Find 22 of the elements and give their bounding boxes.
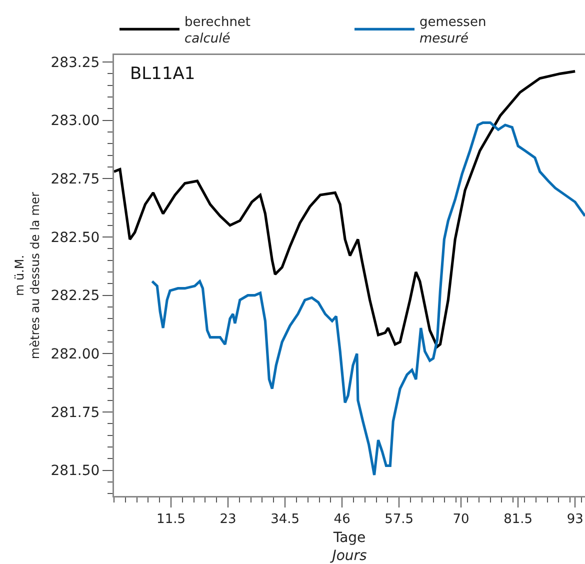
y-tick-label: 283.25 (50, 54, 100, 71)
annotation: BL11A1 (130, 64, 196, 84)
y-tick-label: 282.50 (50, 230, 100, 246)
y-tick-label: 281.75 (50, 404, 100, 421)
x-tick-label: 70 (452, 512, 470, 528)
x-tick-label: 46 (334, 512, 350, 528)
y-tick-label: 282.00 (50, 346, 100, 363)
x-tick-label: 93 (566, 512, 584, 528)
x-axis-title: Tage Jours (329, 530, 367, 564)
y-tick-label: 282.75 (50, 172, 100, 188)
y-tick-label: 281.50 (50, 463, 100, 480)
x-tick-label: 34.5 (270, 512, 300, 528)
x-tick-label: 11.5 (156, 512, 186, 528)
legend-label: gemessen mesuré (420, 14, 486, 47)
line-series (150, 121, 585, 476)
y-tick-label: 283.00 (50, 113, 100, 130)
y-axis-title: m ü.M. mètres au dessus de la mer (12, 192, 42, 360)
legend-label: berechnet calculé (184, 14, 251, 47)
x-tick-label: 57.5 (384, 512, 414, 528)
x-tick-label: 81.5 (504, 512, 533, 528)
x-tick-label: 23 (220, 512, 236, 528)
y-tick-label: 282.25 (50, 288, 100, 304)
